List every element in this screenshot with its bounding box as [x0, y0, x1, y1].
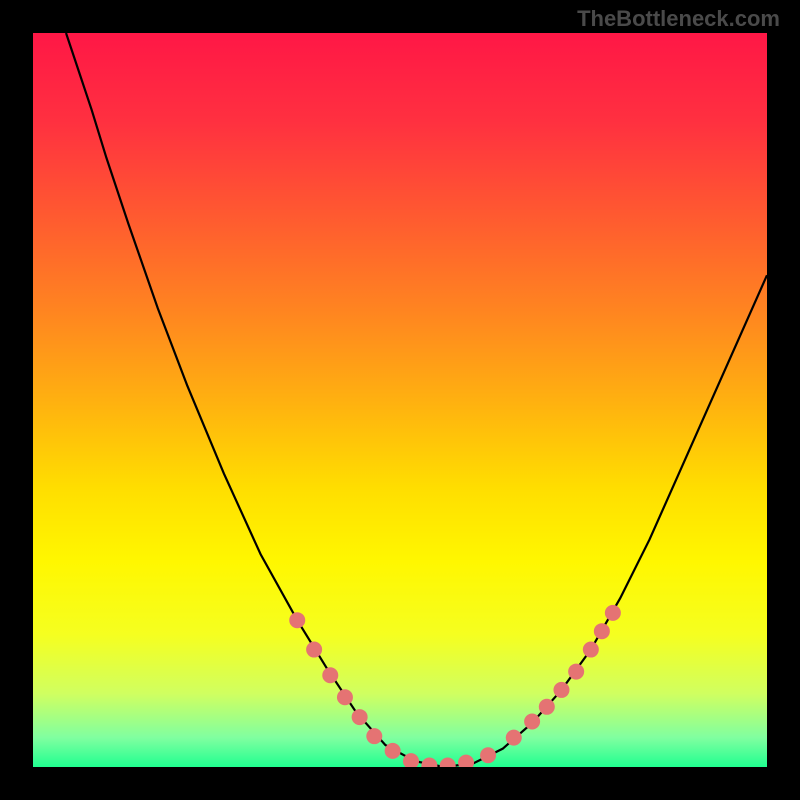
marker-dot	[539, 699, 555, 715]
marker-dot	[337, 689, 353, 705]
gradient-background	[33, 33, 767, 767]
plot-area	[33, 33, 767, 767]
marker-dot	[524, 713, 540, 729]
chart-frame: TheBottleneck.com	[0, 0, 800, 800]
marker-dot	[583, 642, 599, 658]
marker-dot	[594, 623, 610, 639]
marker-dot	[306, 642, 322, 658]
marker-dot	[480, 747, 496, 763]
watermark-text: TheBottleneck.com	[577, 6, 780, 32]
marker-dot	[352, 709, 368, 725]
marker-dot	[366, 728, 382, 744]
marker-dot	[289, 612, 305, 628]
marker-dot	[385, 743, 401, 759]
marker-dot	[605, 605, 621, 621]
marker-dot	[553, 682, 569, 698]
chart-svg	[33, 33, 767, 767]
marker-dot	[568, 664, 584, 680]
marker-dot	[506, 730, 522, 746]
marker-dot	[322, 667, 338, 683]
